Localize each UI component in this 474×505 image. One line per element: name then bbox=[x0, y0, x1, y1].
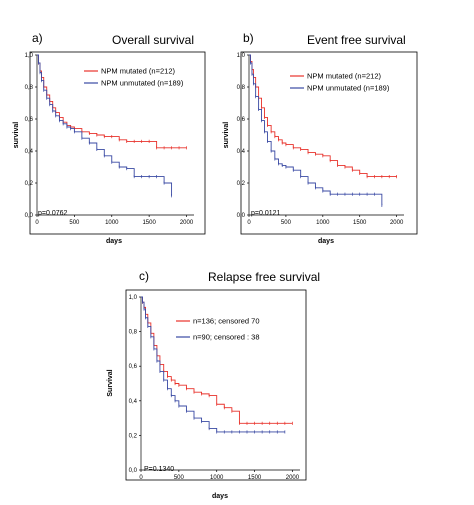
y-tick-label: 0,8 bbox=[25, 85, 34, 91]
y-tick-label: 0,6 bbox=[129, 364, 138, 370]
y-tick-label: 0,2 bbox=[25, 181, 34, 187]
legend-label-1: NPM mutated (n=212) bbox=[307, 72, 381, 81]
panel-letter: a) bbox=[32, 31, 43, 45]
x-tick-label: 500 bbox=[69, 220, 80, 226]
x-tick-label: 0 bbox=[139, 475, 143, 481]
y-tick-label: 0,8 bbox=[237, 85, 246, 91]
x-tick-label: 2000 bbox=[180, 220, 194, 226]
chart-panel-3: c) Relapse free survival 0,0 0,2 0,4 0,6 0,8 1,… bbox=[107, 269, 320, 500]
y-tick-label: 0,0 bbox=[237, 213, 246, 219]
x-axis-label: days bbox=[318, 238, 334, 245]
y-tick-label: 0,2 bbox=[129, 433, 138, 439]
y-tick-label: 1,0 bbox=[129, 295, 138, 301]
x-tick-label: 1500 bbox=[353, 220, 367, 226]
y-tick-label: 1,0 bbox=[25, 53, 34, 59]
plot-frame bbox=[125, 289, 307, 481]
panel-title: Relapse free survival bbox=[208, 270, 320, 284]
x-tick-label: 500 bbox=[174, 475, 185, 481]
x-tick-label: 1000 bbox=[210, 475, 224, 481]
x-tick-label: 1500 bbox=[142, 220, 156, 226]
y-axis-label: survival bbox=[13, 122, 20, 149]
y-tick-label: 0,8 bbox=[129, 330, 138, 336]
x-axis-label: days bbox=[212, 493, 228, 500]
p-value-annotation: p=0.0762 bbox=[38, 210, 67, 217]
panel-letter: b) bbox=[243, 31, 254, 45]
panel-title: Overall survival bbox=[112, 33, 194, 47]
y-axis-label: Survival bbox=[107, 369, 114, 396]
x-tick-label: 0 bbox=[35, 220, 39, 226]
legend-label-1: NPM mutated (n=212) bbox=[101, 67, 175, 76]
y-tick-label: 0,4 bbox=[25, 149, 34, 155]
x-tick-label: 2000 bbox=[390, 220, 404, 226]
panel-title: Event free survival bbox=[307, 33, 406, 47]
x-axis-label: days bbox=[106, 238, 122, 245]
chart-panel-2: b) Event free survival 0,0 0,2 0,4 0,6 0,8 1,0 0… bbox=[223, 31, 418, 245]
y-tick-label: 0,0 bbox=[129, 468, 138, 474]
x-tick-label: 500 bbox=[281, 220, 292, 226]
x-tick-label: 1500 bbox=[248, 475, 262, 481]
y-tick-label: 0,4 bbox=[237, 149, 246, 155]
y-tick-label: 0,0 bbox=[25, 213, 34, 219]
x-tick-label: 2000 bbox=[286, 475, 300, 481]
series-2-curve bbox=[141, 296, 285, 433]
legend-label-2: n=90; censored : 38 bbox=[193, 333, 260, 342]
series-2-curve bbox=[37, 54, 173, 196]
y-axis-label: survival bbox=[223, 122, 230, 149]
panel-letter: c) bbox=[139, 269, 149, 283]
y-tick-label: 0,6 bbox=[25, 117, 34, 123]
x-tick-label: 1000 bbox=[105, 220, 119, 226]
x-tick-label: 0 bbox=[247, 220, 251, 226]
p-value-annotation: P=0.1340 bbox=[144, 466, 174, 473]
legend-label-2: NPM unmutated (n=189) bbox=[101, 79, 184, 88]
legend-label-2: NPM unmutated (n=189) bbox=[307, 84, 390, 93]
y-tick-label: 0,4 bbox=[129, 399, 138, 405]
plot-frame bbox=[240, 51, 418, 235]
series-1-curve bbox=[141, 296, 293, 424]
y-tick-label: 1,0 bbox=[237, 53, 246, 59]
legend-label-1: n=136; censored 70 bbox=[193, 317, 260, 326]
p-value-annotation: p=0.0121 bbox=[251, 210, 280, 217]
y-tick-label: 0,6 bbox=[237, 117, 246, 123]
chart-panel-1: a) Overall survival 0,0 0,2 0,4 0,6 0,8 1,0 0 500… bbox=[13, 31, 206, 245]
plot-frame bbox=[29, 51, 206, 235]
y-tick-label: 0,2 bbox=[237, 181, 246, 187]
x-tick-label: 1000 bbox=[316, 220, 330, 226]
